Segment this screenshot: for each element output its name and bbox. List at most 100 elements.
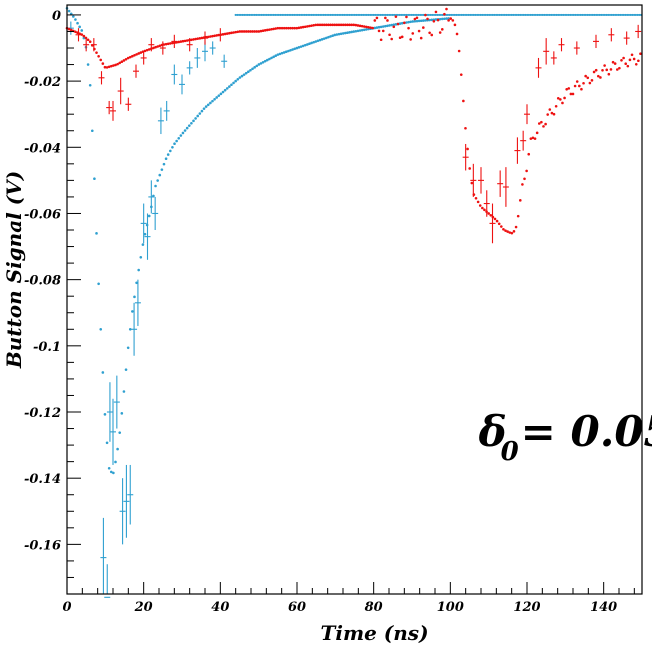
blue-flat-point (432, 13, 436, 17)
blue-flat-point (467, 13, 470, 17)
red-point (504, 229, 507, 232)
blue-point (156, 179, 159, 182)
red-point (495, 219, 499, 223)
red-point (573, 84, 577, 88)
blue-flat-point (251, 13, 255, 17)
axis-layer: 0 20 40 60 80 100 120 140 0 -0.02 -0.04 -0.06 -0.08 -… (24, 9, 635, 615)
red-point (601, 69, 604, 72)
red-point (316, 23, 320, 27)
red-point (185, 39, 189, 42)
blue-flat-point (336, 13, 339, 17)
blue-point (133, 295, 136, 299)
red-point (428, 31, 431, 35)
blue-point (217, 94, 221, 97)
blue-point (80, 29, 84, 32)
red-point (588, 81, 592, 85)
blue-flat-point (384, 13, 387, 17)
blue-point (154, 184, 157, 188)
blue-point (280, 51, 284, 55)
blue-point (428, 18, 431, 22)
blue-flat-point (558, 13, 562, 17)
blue-flat-point (484, 13, 487, 17)
blue-point (310, 41, 313, 45)
blue-flat-point (526, 13, 529, 17)
red-point (599, 76, 602, 79)
red-point (274, 27, 278, 30)
red-point (265, 28, 269, 32)
red-point (306, 25, 309, 28)
blue-point (411, 20, 415, 23)
red-point (615, 68, 619, 71)
red-point (527, 152, 531, 156)
y-axis-label: Button Signal (V) (2, 171, 26, 369)
red-point (192, 38, 195, 41)
blue-flat-point (358, 13, 361, 17)
red-point (634, 62, 638, 66)
red-point (639, 52, 642, 55)
blue-flat-point (376, 13, 379, 17)
red-point (287, 26, 290, 30)
blue-flat-point (465, 13, 468, 17)
blue-point (105, 441, 109, 445)
blue-flat-point (534, 13, 537, 17)
blue-flat-point (327, 13, 330, 17)
red-point (483, 208, 486, 212)
blue-point (447, 17, 450, 20)
blue-flat-point (262, 13, 265, 17)
red-point (255, 30, 259, 33)
red-point (594, 68, 598, 72)
blue-flat-point (551, 13, 555, 17)
blue-flat-point (633, 13, 636, 17)
red-point (86, 38, 90, 42)
blue-point (122, 390, 126, 393)
red-point (590, 79, 594, 82)
red-point (440, 28, 444, 31)
red-point (238, 30, 242, 33)
red-point (565, 87, 568, 91)
red-point (122, 59, 126, 62)
blue-flat-point (495, 13, 498, 17)
red-point (67, 27, 71, 31)
red-point (548, 108, 552, 111)
red-point (301, 25, 305, 29)
red-point (97, 54, 100, 58)
blue-flat-point (508, 13, 512, 17)
blue-point (107, 466, 111, 470)
blue-point (166, 153, 170, 156)
red-point (164, 42, 168, 46)
blue-flat-point (529, 13, 532, 17)
blue-flat-point (398, 13, 401, 17)
blue-flat-point (515, 13, 518, 17)
blue-flat-point (353, 13, 356, 17)
red-point (400, 35, 404, 39)
red-point (365, 25, 368, 29)
blue-flat-point (453, 13, 456, 17)
red-point (282, 26, 286, 30)
red-point (126, 56, 130, 60)
blue-point (392, 23, 396, 26)
blue-flat-point (300, 13, 303, 17)
blue-point (265, 58, 269, 62)
blue-point (128, 327, 132, 331)
blue-flat-point (313, 13, 317, 17)
blue-flat-point (312, 13, 315, 17)
blue-point (213, 98, 216, 101)
red-point (179, 40, 183, 43)
red-point (390, 37, 393, 41)
blue-flat-point (458, 13, 462, 17)
red-point (112, 64, 115, 67)
red-point (257, 30, 261, 33)
red-point (592, 70, 596, 74)
blue-flat-point (270, 13, 273, 17)
red-point (451, 19, 455, 22)
blue-point (101, 371, 105, 374)
blue-flat-point (567, 13, 570, 17)
red-point (449, 17, 453, 20)
blue-flat-point (586, 13, 589, 17)
blue-flat-point (329, 13, 332, 17)
blue-point (257, 63, 261, 66)
blue-flat-point (555, 13, 558, 17)
blue-flat-point (288, 13, 291, 17)
blue-point (147, 214, 151, 218)
blue-point (337, 32, 341, 36)
